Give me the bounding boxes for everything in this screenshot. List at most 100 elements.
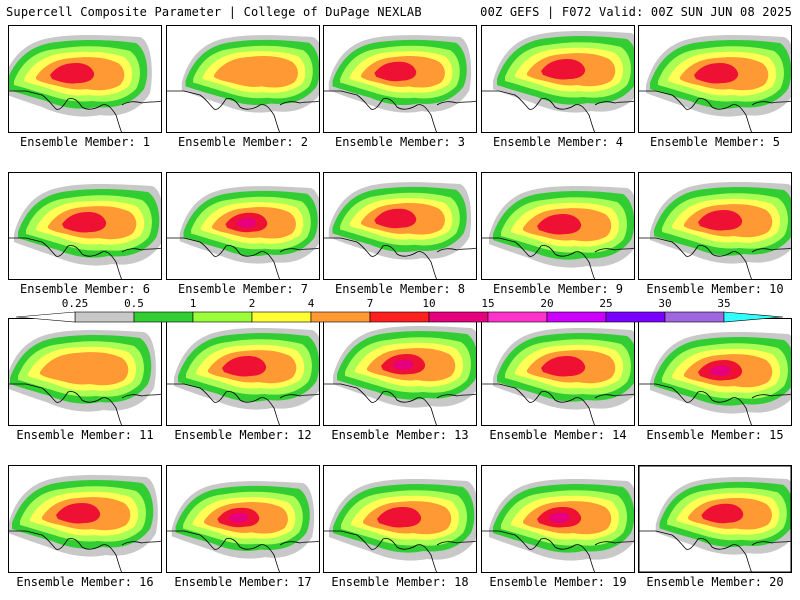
member-caption: Ensemble Member: 17 [174,575,312,589]
colorbar-level-label: 0.25 [61,297,89,310]
member-map [166,25,320,133]
member-caption: Ensemble Member: 19 [489,575,627,589]
member-map-panel [8,465,162,573]
member-caption: Ensemble Member: 10 [646,282,784,296]
member-map [8,465,162,573]
colorbar-level-label: 20 [540,297,554,310]
contour-fill-red [694,63,739,84]
member-map [323,465,477,573]
coastline [481,237,635,280]
coastline [638,383,792,426]
member-caption: Ensemble Member: 4 [492,135,624,149]
member-map-panel [323,465,477,573]
coastline [8,237,162,280]
panel-border [166,25,320,133]
member-map-panel [166,465,320,573]
panel-border [638,172,792,280]
scp-contours [650,332,792,414]
contour-fill-mag [549,512,570,523]
member-map [638,465,792,573]
member-caption: Ensemble Member: 11 [16,428,154,442]
colorbar-segment [133,311,194,323]
member-map-panel [481,318,635,426]
member-map-panel [638,172,792,280]
member-map-panel [166,172,320,280]
member-map-panel [638,465,792,573]
member-map [481,25,635,133]
colorbar-segment [546,311,607,323]
coastline [166,530,320,573]
coastline [323,530,477,573]
panel-border [638,25,792,133]
colorbar-level-label: 2 [248,297,256,310]
panel-border [481,172,635,280]
colorbar-level-label: 1 [189,297,197,310]
contour-fill-red [222,356,267,377]
colorbar [0,308,800,327]
colorbar-level-label: 35 [717,297,731,310]
colorbar-segment [74,311,135,323]
coastline [638,530,792,573]
member-map [166,318,320,426]
member-caption: Ensemble Member: 16 [16,575,154,589]
member-map [323,318,477,426]
scp-contours [14,184,162,266]
panel-border [323,465,477,573]
member-caption: Ensemble Member: 9 [492,282,624,296]
member-caption: Ensemble Member: 1 [19,135,151,149]
member-map [166,465,320,573]
coastline [481,383,635,426]
scp-contours [493,31,635,113]
member-map-panel [166,318,320,426]
scp-contours [328,35,472,113]
colorbar-level-label: 15 [481,297,495,310]
contour-fill-red [701,503,744,524]
member-map [638,25,792,133]
contour-fill-red [377,507,422,528]
panel-border [8,465,162,573]
coastline [8,530,162,573]
colorbar-segment [605,311,666,323]
scp-contours [8,475,158,557]
member-map [8,25,162,133]
contour-fill-mag [393,359,414,370]
member-map-panel [638,25,792,133]
member-caption: Ensemble Member: 2 [177,135,309,149]
colorbar-level-label: 4 [307,297,315,310]
member-caption: Ensemble Member: 14 [489,428,627,442]
member-caption: Ensemble Member: 15 [646,428,784,442]
colorbar-level-label: 0.5 [124,297,144,310]
contour-fill-red [56,503,101,524]
scp-contours [181,35,320,113]
member-map-panel [166,25,320,133]
panel-border [166,465,320,573]
contour-fill-mag [710,365,731,376]
panel-border [166,172,320,280]
panel-border [481,25,635,133]
scp-contours [489,479,635,561]
member-map [166,172,320,280]
coastline [8,90,162,133]
coastline [638,237,792,280]
scp-contours [333,326,477,408]
colorbar-level-label: 30 [658,297,672,310]
run-valid-time: 00Z GEFS | F072 Valid: 00Z SUN JUN 08 20… [480,5,792,19]
member-map-panel [8,25,162,133]
member-map [8,318,162,426]
contour-fill-mag [228,513,249,523]
member-map [323,25,477,133]
coastline [638,90,792,133]
colorbar-level-label: 25 [599,297,613,310]
contour-fill-mag [236,218,257,228]
member-map-panel [481,465,635,573]
member-map-panel [323,172,477,280]
coastline [166,237,320,280]
colorbar-bar [15,311,784,323]
contour-fill-red [50,63,95,84]
scp-contours [493,328,635,410]
coastline [481,90,635,133]
map-title: Supercell Composite Parameter | College … [6,5,422,19]
member-map [481,318,635,426]
panel-border [8,172,162,280]
scp-contours [328,182,472,260]
